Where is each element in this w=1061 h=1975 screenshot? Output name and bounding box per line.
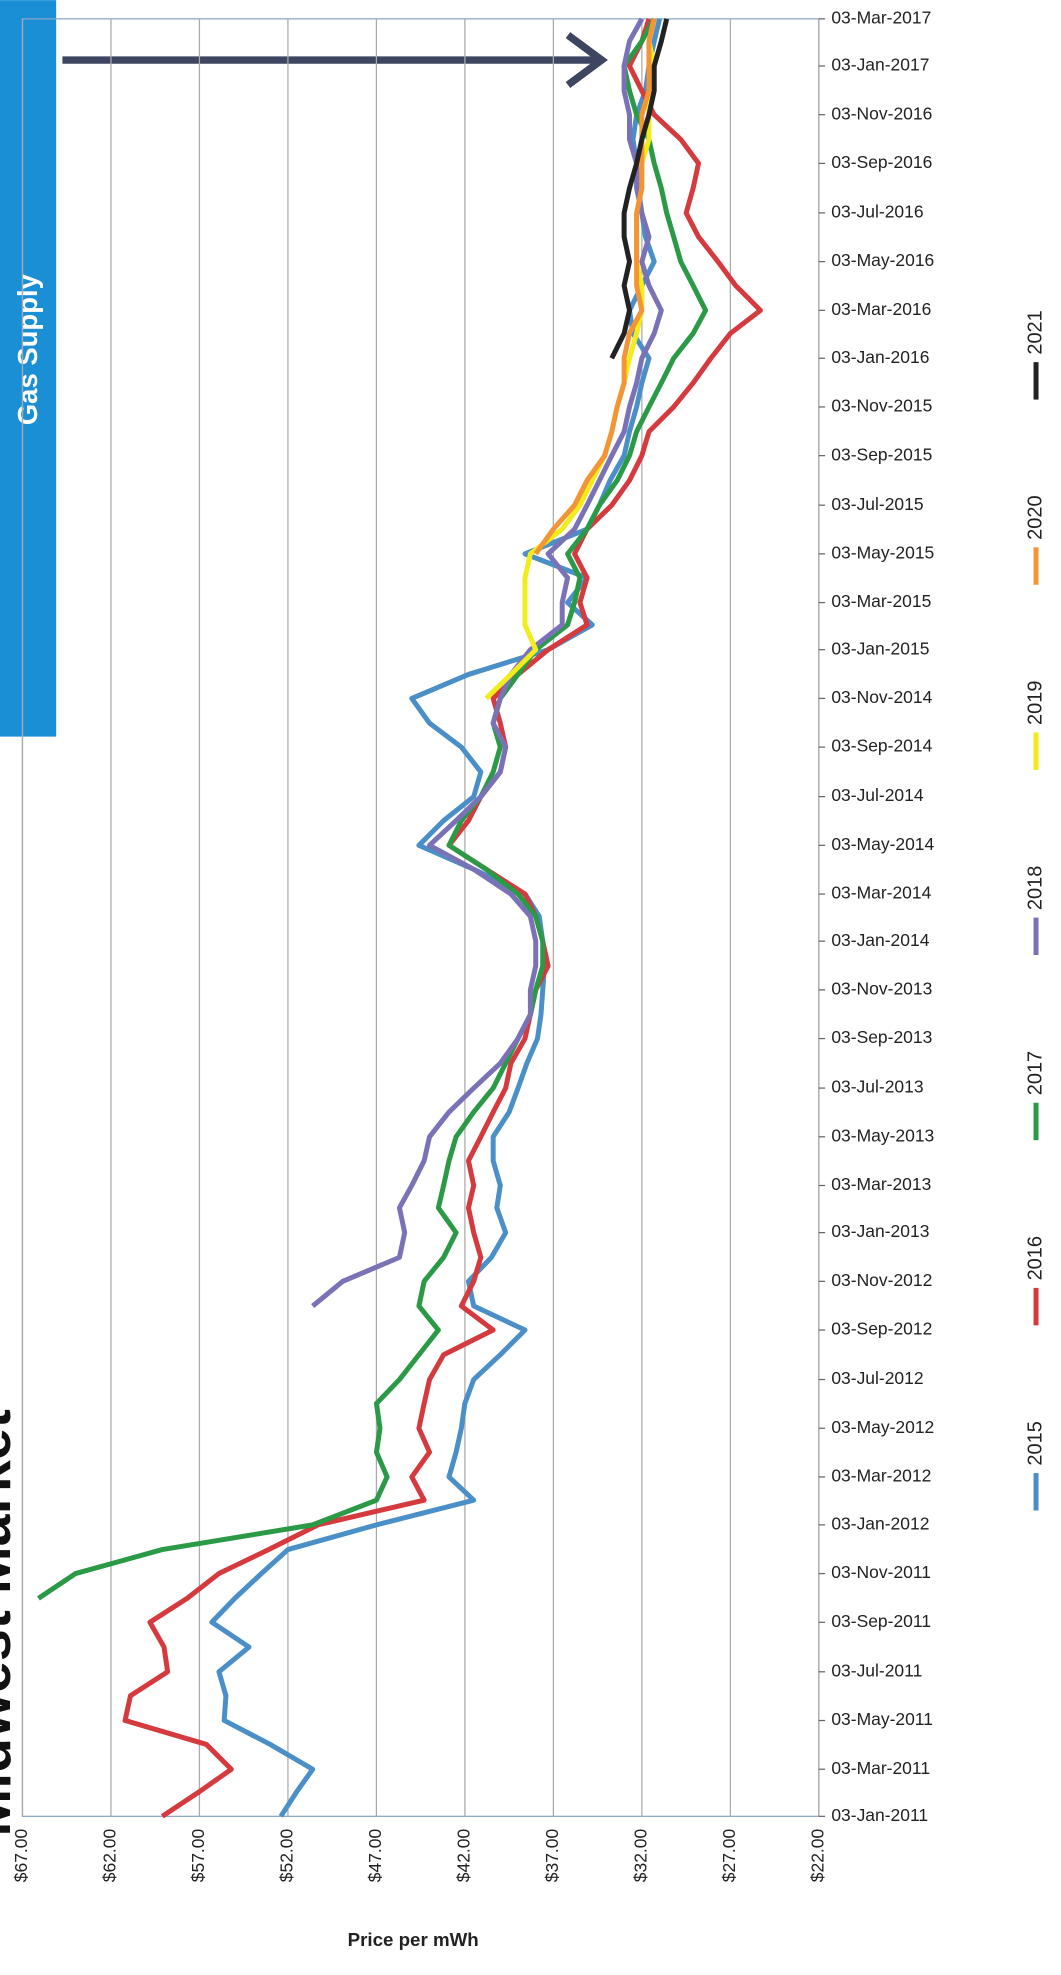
banner-text: Gas Supply [12, 273, 43, 425]
y-tick-label: $62.00 [100, 1829, 120, 1883]
x-tick-label: 03-Sep-2013 [831, 1027, 932, 1047]
x-tick-label: 03-Jul-2016 [831, 202, 923, 222]
x-tick-label: 03-Sep-2012 [831, 1319, 932, 1339]
x-tick-label: 03-Mar-2011 [831, 1758, 930, 1778]
x-tick-label: 03-Jan-2017 [831, 55, 929, 75]
series-line [533, 18, 657, 556]
series-line [209, 18, 662, 1818]
x-tick-label: 03-Nov-2015 [831, 396, 932, 416]
x-tick-label: 03-May-2016 [831, 250, 934, 270]
slide-title: Midwest Market [0, 1409, 23, 1836]
x-tick-label: 03-Jan-2016 [831, 347, 929, 367]
x-tick-label: 03-Jul-2012 [831, 1368, 923, 1388]
y-tick-label: $22.00 [807, 1829, 827, 1883]
x-tick-label: 03-Jan-2012 [831, 1513, 929, 1533]
x-tick-label: 03-Nov-2013 [831, 978, 932, 998]
y-axis-label: Price per mWh [348, 1929, 479, 1950]
legend-label: 2015 [1024, 1421, 1046, 1465]
legend-label: 2017 [1024, 1051, 1046, 1095]
y-tick-label: $67.00 [11, 1829, 31, 1883]
x-tick-label: 03-Jul-2015 [831, 494, 923, 514]
x-tick-label: 03-Sep-2016 [831, 152, 932, 172]
y-tick-label: $47.00 [365, 1829, 385, 1883]
x-tick-label: 03-Jul-2013 [831, 1077, 923, 1097]
series-line [484, 18, 657, 701]
y-tick-label: $37.00 [542, 1829, 562, 1883]
x-tick-label: 03-Jan-2013 [831, 1221, 929, 1241]
plot-border [21, 18, 820, 1817]
y-tick-label: $57.00 [188, 1829, 208, 1883]
x-tick-label: 03-Mar-2013 [831, 1174, 931, 1194]
legend-label: 2016 [1024, 1236, 1046, 1280]
legend-label: 2021 [1024, 310, 1046, 354]
x-tick-label: 03-May-2011 [831, 1709, 933, 1729]
y-tick-label: $27.00 [719, 1829, 739, 1883]
legend-label: 2018 [1024, 866, 1046, 910]
x-tick-label: 03-Sep-2014 [831, 736, 932, 756]
x-tick-label: 03-Jan-2014 [831, 930, 929, 950]
x-tick-label: 03-Jan-2015 [831, 638, 929, 658]
plot-frame: $22.00 $27.00 $32.00 $37.00 $42.00 $47.00 $52.… [11, 7, 1046, 1950]
x-tick-label: 03-Mar-2016 [831, 299, 931, 319]
x-tick-label: 03-Sep-2015 [831, 444, 932, 464]
x-tick-label: 03-Jan-2011 [831, 1805, 928, 1825]
x-tick-label: 03-May-2014 [831, 834, 934, 854]
x-tick-label: 03-Jul-2014 [831, 785, 924, 805]
x-tick-label: 03-Nov-2014 [831, 687, 932, 707]
x-tick-label: 03-Sep-2011 [831, 1611, 931, 1631]
x-tick-label: 03-May-2015 [831, 542, 934, 562]
y-tick-label: $32.00 [630, 1829, 650, 1883]
x-tick-label: 03-Mar-2012 [831, 1466, 931, 1486]
legend-label: 2020 [1024, 495, 1046, 539]
x-tick-label: 03-Mar-2014 [831, 883, 931, 903]
series-line [37, 17, 709, 1601]
series-line [311, 17, 664, 1308]
x-tick-label: 03-Nov-2016 [831, 103, 932, 123]
x-tick-label: 03-Nov-2012 [831, 1270, 932, 1290]
arrow-head [565, 32, 608, 89]
y-tick-label: $52.00 [277, 1829, 297, 1883]
x-tick-label: 03-May-2013 [831, 1125, 934, 1145]
x-tick-label: 03-May-2012 [831, 1417, 934, 1437]
x-tick-label: 03-Nov-2011 [831, 1562, 931, 1582]
legend-label: 2019 [1024, 681, 1046, 725]
series-line [122, 18, 763, 1819]
x-tick-label: 03-Jul-2011 [831, 1660, 922, 1680]
banner-box [0, 0, 57, 737]
series-line [609, 18, 670, 360]
x-tick-label: 03-Mar-2017 [831, 7, 931, 27]
x-tick-label: 03-Mar-2015 [831, 591, 931, 611]
y-tick-label: $42.00 [454, 1829, 474, 1883]
